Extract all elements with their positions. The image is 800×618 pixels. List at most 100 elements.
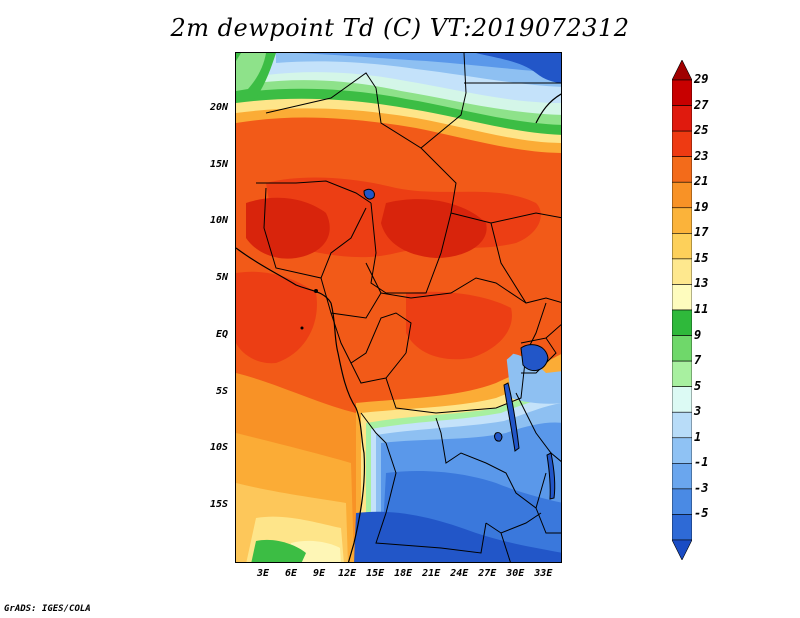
border-zambia (435, 417, 547, 509)
border-uganda (520, 337, 557, 374)
colorbar-swatch (672, 463, 692, 490)
field-se-darkblue (354, 511, 561, 562)
colorbar-level-label: 21 (694, 174, 709, 189)
lat-tick-label: 5N (215, 272, 228, 284)
field-congo-red (406, 291, 512, 360)
lat-tick-label: 15N (209, 158, 228, 170)
colorbar-swatch (672, 156, 692, 183)
lat-tick-label: 20N (209, 101, 228, 113)
colorbar-swatch (672, 488, 692, 515)
border-kenya (545, 324, 561, 339)
border-cameroon (320, 277, 382, 319)
field-core-west (246, 197, 330, 259)
border-sahara-n (265, 53, 467, 149)
colorbar-level-label: 27 (694, 97, 709, 112)
lake-mweru (494, 432, 503, 442)
lat-tick-label: 15S (209, 499, 228, 511)
dewpoint-field-map (236, 53, 561, 562)
island-sao-tome (300, 326, 304, 330)
lon-tick-label: 18E (394, 568, 413, 579)
lon-tick-label: 27E (478, 568, 497, 579)
lat-tick-label: EQ (215, 328, 228, 340)
lon-tick-label: 33E (534, 568, 553, 579)
field-gulf-red (236, 271, 317, 364)
border-mozambique (535, 507, 561, 534)
colorbar-swatch (672, 514, 692, 541)
coastline (236, 93, 561, 562)
colorbar-swatch (672, 539, 692, 560)
field-ne-darkblue (476, 53, 561, 83)
colorbar-swatch (672, 309, 692, 336)
islands (300, 289, 318, 330)
colorbar-level-label: 5 (694, 378, 702, 393)
lake-tanganyika (503, 382, 520, 452)
colorbar-level-label: 29 (694, 72, 709, 86)
border-zambia-2 (485, 512, 542, 534)
border-tanzania (515, 392, 561, 462)
border-sudan (450, 212, 561, 224)
colorbar-level-label: -5 (694, 506, 709, 521)
field-nw-lightgreen (236, 53, 266, 91)
map-title: 2m dewpoint Td (C) VT:2019072312 (170, 14, 630, 42)
lon-tick-label: 9E (313, 568, 326, 579)
lon-tick-label: 21E (422, 568, 441, 579)
colorbar-swatch (672, 181, 692, 209)
colorbar-swatch (672, 207, 692, 234)
colorbar-level-label: 25 (694, 123, 709, 138)
lon-tick-label: 3E (256, 568, 270, 579)
colorbar-swatch (672, 60, 692, 81)
lon-tick-label: 6E (285, 568, 298, 579)
colorbar-swatch (672, 386, 692, 413)
colorbar-level-label: 9 (694, 327, 702, 342)
lon-tick-label: 24E (450, 568, 469, 579)
field-sw-green (251, 540, 306, 562)
lon-tick-label: 12E (338, 568, 357, 579)
lake-chad (363, 188, 375, 200)
colorbar-swatch (672, 335, 692, 362)
colorbar-level-label: 3 (694, 404, 702, 419)
lat-tick-label: 5S (215, 385, 228, 397)
lakes (363, 188, 556, 500)
colorbar-level-label: -1 (694, 455, 709, 470)
lat-tick-label: 10S (209, 442, 228, 454)
colorbar-swatch (672, 411, 692, 439)
border-drc-west (350, 352, 407, 384)
lon-tick-label: 30E (506, 568, 525, 579)
border-angola (360, 412, 487, 554)
colorbar-swatch (672, 233, 692, 260)
border-chad (370, 147, 457, 294)
border-zimbabwe (500, 532, 511, 562)
border-south-sudan (490, 222, 561, 304)
colorbar-level-label: 1 (694, 429, 702, 444)
colorbar-level-label: 7 (694, 353, 702, 368)
colorbar-level-label: 15 (694, 250, 709, 265)
colorbar-level-label: 19 (694, 199, 709, 214)
grads-credit: GrADS: IGES/COLA (4, 604, 91, 614)
colorbar-swatch (672, 105, 692, 132)
colorbar-swatch (672, 79, 692, 106)
coast-west-gulf (236, 247, 332, 304)
field-core-central (381, 199, 487, 258)
colorbar-swatch (672, 360, 692, 387)
lon-tick-label: 15E (366, 568, 385, 579)
lat-tick-label: 10N (209, 215, 228, 227)
colorbar-swatch (672, 258, 692, 285)
colorbar-level-label: -3 (694, 480, 709, 495)
colorbar (672, 60, 692, 560)
coast-central-west (330, 302, 365, 562)
border-nigeria-niger (256, 180, 372, 204)
map-panel (235, 52, 562, 563)
country-borders (256, 53, 561, 562)
colorbar-swatch (672, 437, 692, 464)
island-bioko (314, 289, 318, 293)
field-east-lake-blue (506, 353, 561, 404)
colorbar-swatch (672, 284, 692, 311)
coast-ne-gulf (535, 93, 561, 124)
colorbar-level-label: 23 (694, 148, 709, 163)
lake-victoria (520, 344, 549, 372)
lake-malawi (546, 452, 556, 500)
colorbar-level-label: 11 (694, 302, 709, 316)
field-north-blue (296, 53, 561, 73)
colorbar-level-label: 17 (694, 225, 709, 240)
colorbar-level-label: 13 (694, 276, 709, 291)
